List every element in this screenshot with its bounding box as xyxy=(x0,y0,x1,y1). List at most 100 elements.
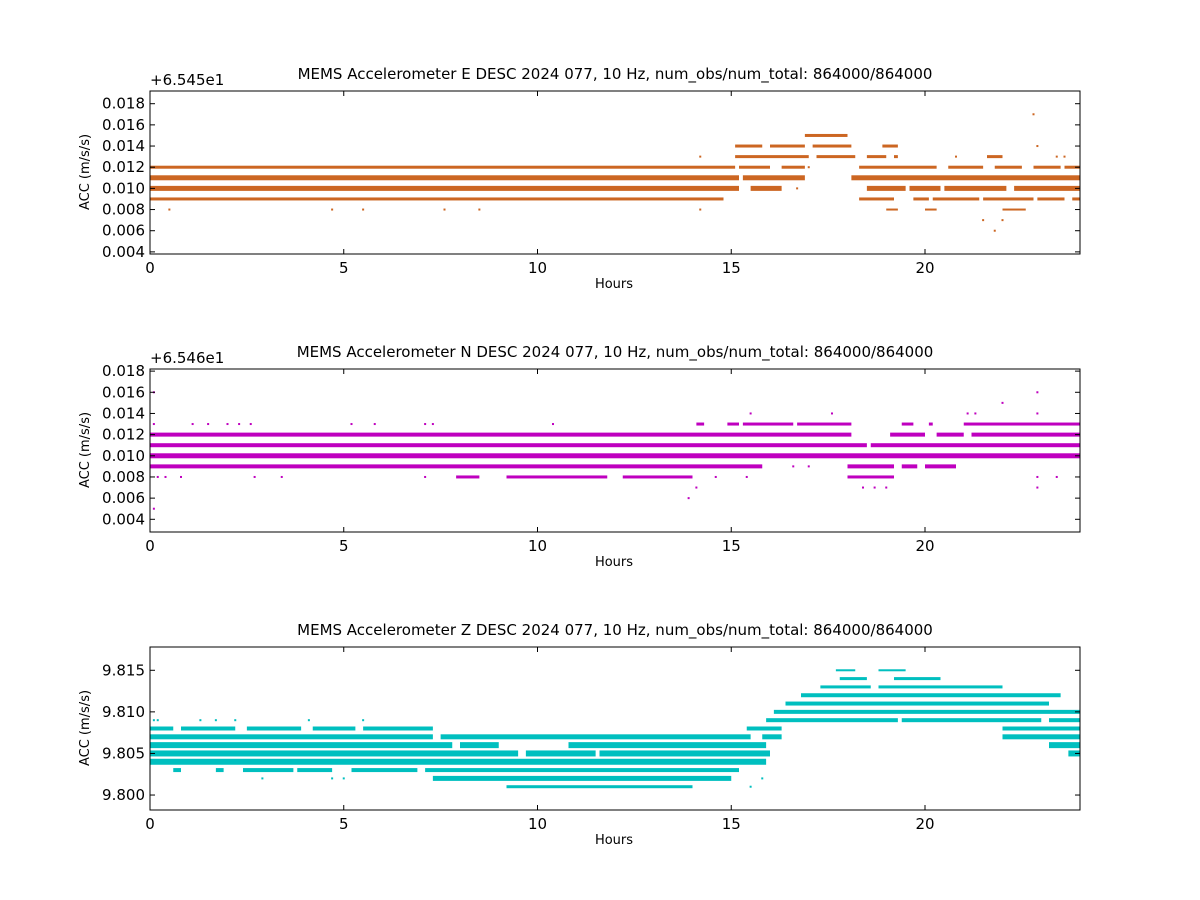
data-point xyxy=(749,785,752,788)
data-band xyxy=(150,464,763,469)
data-band xyxy=(894,155,898,159)
data-band xyxy=(742,175,805,181)
data-band xyxy=(1002,726,1080,731)
data-point xyxy=(431,423,434,426)
data-point xyxy=(238,423,241,426)
y-tick-label: 0.014 xyxy=(102,137,145,155)
data-band xyxy=(506,785,693,789)
data-band xyxy=(150,197,724,201)
data-band xyxy=(1033,165,1061,169)
data-point xyxy=(156,475,159,478)
data-band xyxy=(766,718,898,723)
data-point xyxy=(164,475,167,478)
data-point xyxy=(152,507,155,510)
data-point xyxy=(331,777,334,780)
data-band xyxy=(948,165,984,169)
data-band xyxy=(750,185,782,191)
data-band xyxy=(866,155,887,159)
data-band xyxy=(932,197,980,201)
data-band xyxy=(622,475,693,479)
plot-frame xyxy=(149,646,1081,811)
data-band xyxy=(781,165,805,169)
data-band xyxy=(150,734,433,740)
data-point xyxy=(1001,219,1004,222)
data-band xyxy=(936,432,964,437)
y-tick-label: 0.018 xyxy=(102,95,145,113)
data-point xyxy=(397,769,399,772)
y-tick-label: 0.008 xyxy=(102,468,145,486)
data-point xyxy=(966,412,969,415)
x-axis-label: Hours xyxy=(595,555,633,570)
data-band xyxy=(456,475,480,479)
data-point xyxy=(1036,145,1039,148)
data-point xyxy=(424,475,427,478)
data-band xyxy=(746,726,782,731)
data-point xyxy=(331,208,334,211)
x-tick-label: 20 xyxy=(915,537,934,555)
data-band xyxy=(739,165,770,169)
data-point xyxy=(552,423,554,426)
y-tick-label: 9.800 xyxy=(102,786,145,804)
data-point xyxy=(307,719,310,722)
data-band xyxy=(835,669,856,672)
data-band xyxy=(1037,197,1065,201)
data-point xyxy=(699,155,702,158)
x-tick-label: 5 xyxy=(339,537,349,555)
data-band xyxy=(925,208,937,211)
data-band xyxy=(839,677,867,681)
data-point xyxy=(1055,155,1058,158)
data-band xyxy=(773,709,1080,714)
data-point xyxy=(792,465,795,468)
chart-title: MEMS Accelerometer Z DESC 2024 077, 10 H… xyxy=(297,621,933,640)
data-band xyxy=(870,443,1080,448)
data-band xyxy=(812,144,852,148)
data-point xyxy=(152,719,155,722)
data-band xyxy=(432,775,732,781)
y-offset-label: +6.546e1 xyxy=(150,349,224,367)
data-band xyxy=(735,144,763,148)
data-point xyxy=(687,497,690,500)
y-axis-label: ACC (m/s/s) xyxy=(78,412,93,488)
data-point xyxy=(796,187,799,190)
data-point xyxy=(408,769,411,772)
data-point xyxy=(993,229,996,232)
data-band xyxy=(735,155,809,159)
y-tick-label: 9.805 xyxy=(102,744,145,762)
data-point xyxy=(234,719,237,722)
data-band xyxy=(150,185,739,191)
data-band xyxy=(816,155,856,159)
data-point xyxy=(152,423,155,426)
data-band xyxy=(770,144,805,148)
data-band xyxy=(599,750,770,757)
data-point xyxy=(807,166,810,169)
data-point xyxy=(261,777,264,780)
axis-ticks: 0 5 10 15 20 0.004 0.006 0.008 0.010 0.012 0.014 0.… xyxy=(102,91,1080,277)
data-band xyxy=(1049,742,1080,749)
data-band xyxy=(1064,165,1080,169)
x-tick-label: 10 xyxy=(528,259,547,277)
data-point xyxy=(180,475,182,478)
data-band xyxy=(1049,718,1080,723)
x-tick-label: 15 xyxy=(722,815,741,833)
data-band xyxy=(1002,734,1080,740)
data-band xyxy=(882,144,898,148)
data-band xyxy=(1072,197,1080,201)
data-band xyxy=(150,742,453,749)
data-band xyxy=(351,768,418,773)
chart-title: MEMS Accelerometer N DESC 2024 077, 10 H… xyxy=(297,343,934,362)
data-band xyxy=(963,422,1080,426)
data-point xyxy=(253,475,256,478)
y-tick-label: 0.016 xyxy=(102,116,145,134)
panel-n: MEMS Accelerometer N DESC 2024 077, 10 H… xyxy=(78,343,1081,570)
panel-z: MEMS Accelerometer Z DESC 2024 077, 10 H… xyxy=(78,621,1081,848)
y-tick-label: 0.010 xyxy=(102,179,145,197)
y-tick-label: 9.810 xyxy=(102,703,145,721)
chart-title: MEMS Accelerometer E DESC 2024 077, 10 H… xyxy=(298,65,933,84)
data-band xyxy=(866,185,906,191)
data-point xyxy=(695,486,698,489)
data-band xyxy=(894,677,941,681)
data-band xyxy=(246,726,302,731)
data-band xyxy=(944,185,1007,191)
data-band xyxy=(797,422,852,426)
plot-marks xyxy=(150,391,1080,510)
